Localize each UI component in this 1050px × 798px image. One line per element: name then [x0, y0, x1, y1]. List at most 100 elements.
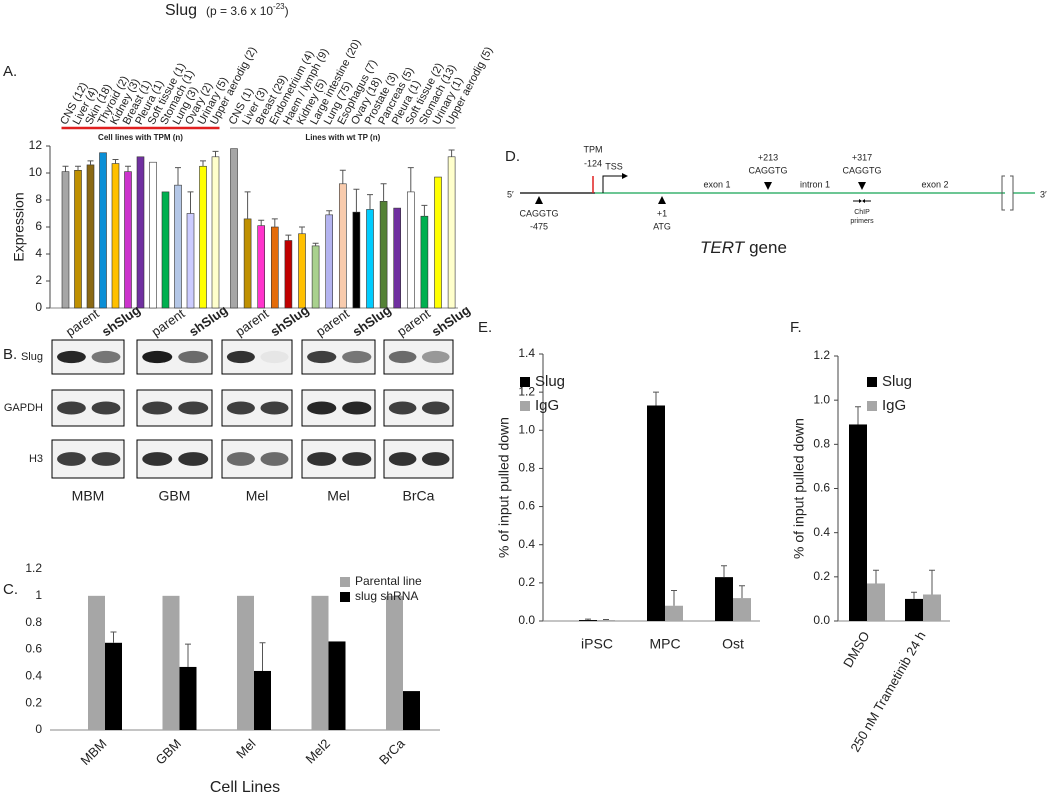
- y-tick-label: 0.2: [25, 695, 42, 709]
- error-bar: [299, 226, 305, 234]
- title-stat-text: (p = 3.6 x 10: [206, 4, 273, 18]
- y-tick-label: 0.4: [25, 669, 42, 683]
- legend-label: IgG: [882, 397, 906, 414]
- bar: [311, 595, 329, 730]
- y-tick-label: 8: [35, 192, 42, 206]
- error-bar: [112, 159, 119, 164]
- x-tick-label: Ost: [722, 636, 744, 652]
- exon-label: exon 1: [703, 179, 730, 189]
- panel-label: B.: [3, 346, 17, 363]
- blot-band: [421, 452, 450, 466]
- bar: [366, 209, 374, 309]
- start-label: +1: [657, 208, 667, 218]
- panel-label: E.: [478, 319, 492, 336]
- x-tick-label: iPSC: [581, 636, 613, 652]
- y-tick-label: 10: [29, 165, 43, 179]
- cell-line-label: Mel: [246, 488, 269, 504]
- error-bar: [448, 149, 455, 157]
- y-tick-label: 0.6: [518, 499, 535, 513]
- site-marker: [858, 182, 866, 190]
- legend-label: Parental line: [355, 574, 422, 588]
- bar: [647, 405, 665, 621]
- tpm-label: TPM: [584, 144, 603, 154]
- error-bar: [175, 167, 181, 186]
- blot-band: [307, 401, 337, 415]
- legend-label: slug shRNA: [355, 589, 418, 603]
- error-bar: [87, 160, 94, 165]
- gene-name: TERT: [700, 238, 746, 257]
- y-tick-label: 1.0: [813, 392, 830, 406]
- blot-band: [421, 350, 450, 364]
- error-bar: [62, 165, 69, 172]
- site-position: +213: [758, 152, 778, 162]
- end-label: 5′: [507, 189, 514, 199]
- error-bar: [271, 218, 278, 227]
- y-tick-label: 1.4: [518, 346, 535, 360]
- y-tick-label: 1: [35, 588, 42, 602]
- y-tick-label: 0.6: [813, 481, 830, 495]
- y-axis-label: % of input pulled down: [496, 417, 512, 558]
- legend-label: IgG: [535, 397, 559, 414]
- bar: [733, 598, 751, 621]
- bar: [665, 605, 683, 621]
- panel-label: A.: [3, 63, 17, 80]
- panel-label: C.: [3, 581, 18, 598]
- bar: [406, 191, 415, 309]
- intron-label: intron 1: [800, 179, 830, 189]
- lane-label: parent: [232, 306, 271, 340]
- bar: [434, 176, 442, 309]
- bar: [111, 163, 120, 309]
- blot-band: [142, 452, 173, 466]
- legend-swatch: [340, 577, 350, 587]
- error-bar: [407, 167, 414, 192]
- bar: [328, 641, 346, 730]
- y-tick-label: 0.6: [25, 642, 42, 656]
- tss-arrowhead: [622, 173, 628, 179]
- y-tick-label: 0: [35, 722, 42, 736]
- blot-band: [226, 350, 255, 364]
- y-axis-label: Expression: [11, 192, 27, 261]
- site-label: CAGGTG: [748, 165, 787, 175]
- site-marker: [764, 182, 772, 190]
- bar: [149, 161, 157, 309]
- gene-word: gene: [749, 238, 787, 257]
- blot-band: [178, 350, 209, 364]
- legend-swatch: [520, 401, 530, 411]
- legend-swatch: [520, 377, 530, 387]
- y-tick-label: 12: [29, 138, 43, 152]
- bar: [867, 583, 885, 621]
- error-bar: [671, 589, 677, 606]
- blot-band: [57, 350, 86, 364]
- tpm-position: -124: [584, 158, 602, 168]
- blot-row-label: GAPDH: [4, 402, 43, 414]
- bar: [403, 691, 420, 730]
- tss-label: TSS: [605, 161, 623, 171]
- bar: [386, 595, 403, 730]
- primers-label: primers: [850, 218, 874, 225]
- bar: [211, 156, 220, 309]
- bar: [243, 218, 252, 309]
- error-bar: [585, 618, 591, 621]
- error-bar: [855, 406, 861, 425]
- blot-band: [178, 452, 209, 466]
- x-tick-label: Mel: [233, 736, 258, 761]
- chip-label: ChIP: [854, 209, 870, 216]
- y-tick-label: 0.8: [813, 437, 830, 451]
- error-bar: [603, 618, 609, 621]
- error-bar: [380, 183, 387, 202]
- error-bar: [339, 169, 346, 184]
- error-bar: [187, 191, 194, 214]
- y-tick-label: 0.8: [25, 615, 42, 629]
- bar: [447, 156, 456, 309]
- title-exponent: -23: [273, 2, 285, 11]
- blot-band: [307, 350, 337, 364]
- bar: [338, 183, 347, 309]
- y-tick-label: 0.0: [518, 613, 535, 627]
- legend-label: Slug: [882, 373, 912, 390]
- tss-arrow: [602, 175, 623, 193]
- lane-label: parent: [313, 306, 352, 340]
- atg-label: ATG: [653, 221, 671, 231]
- bar: [199, 165, 207, 309]
- error-bar: [367, 194, 373, 210]
- cell-line-label: MBM: [72, 488, 105, 504]
